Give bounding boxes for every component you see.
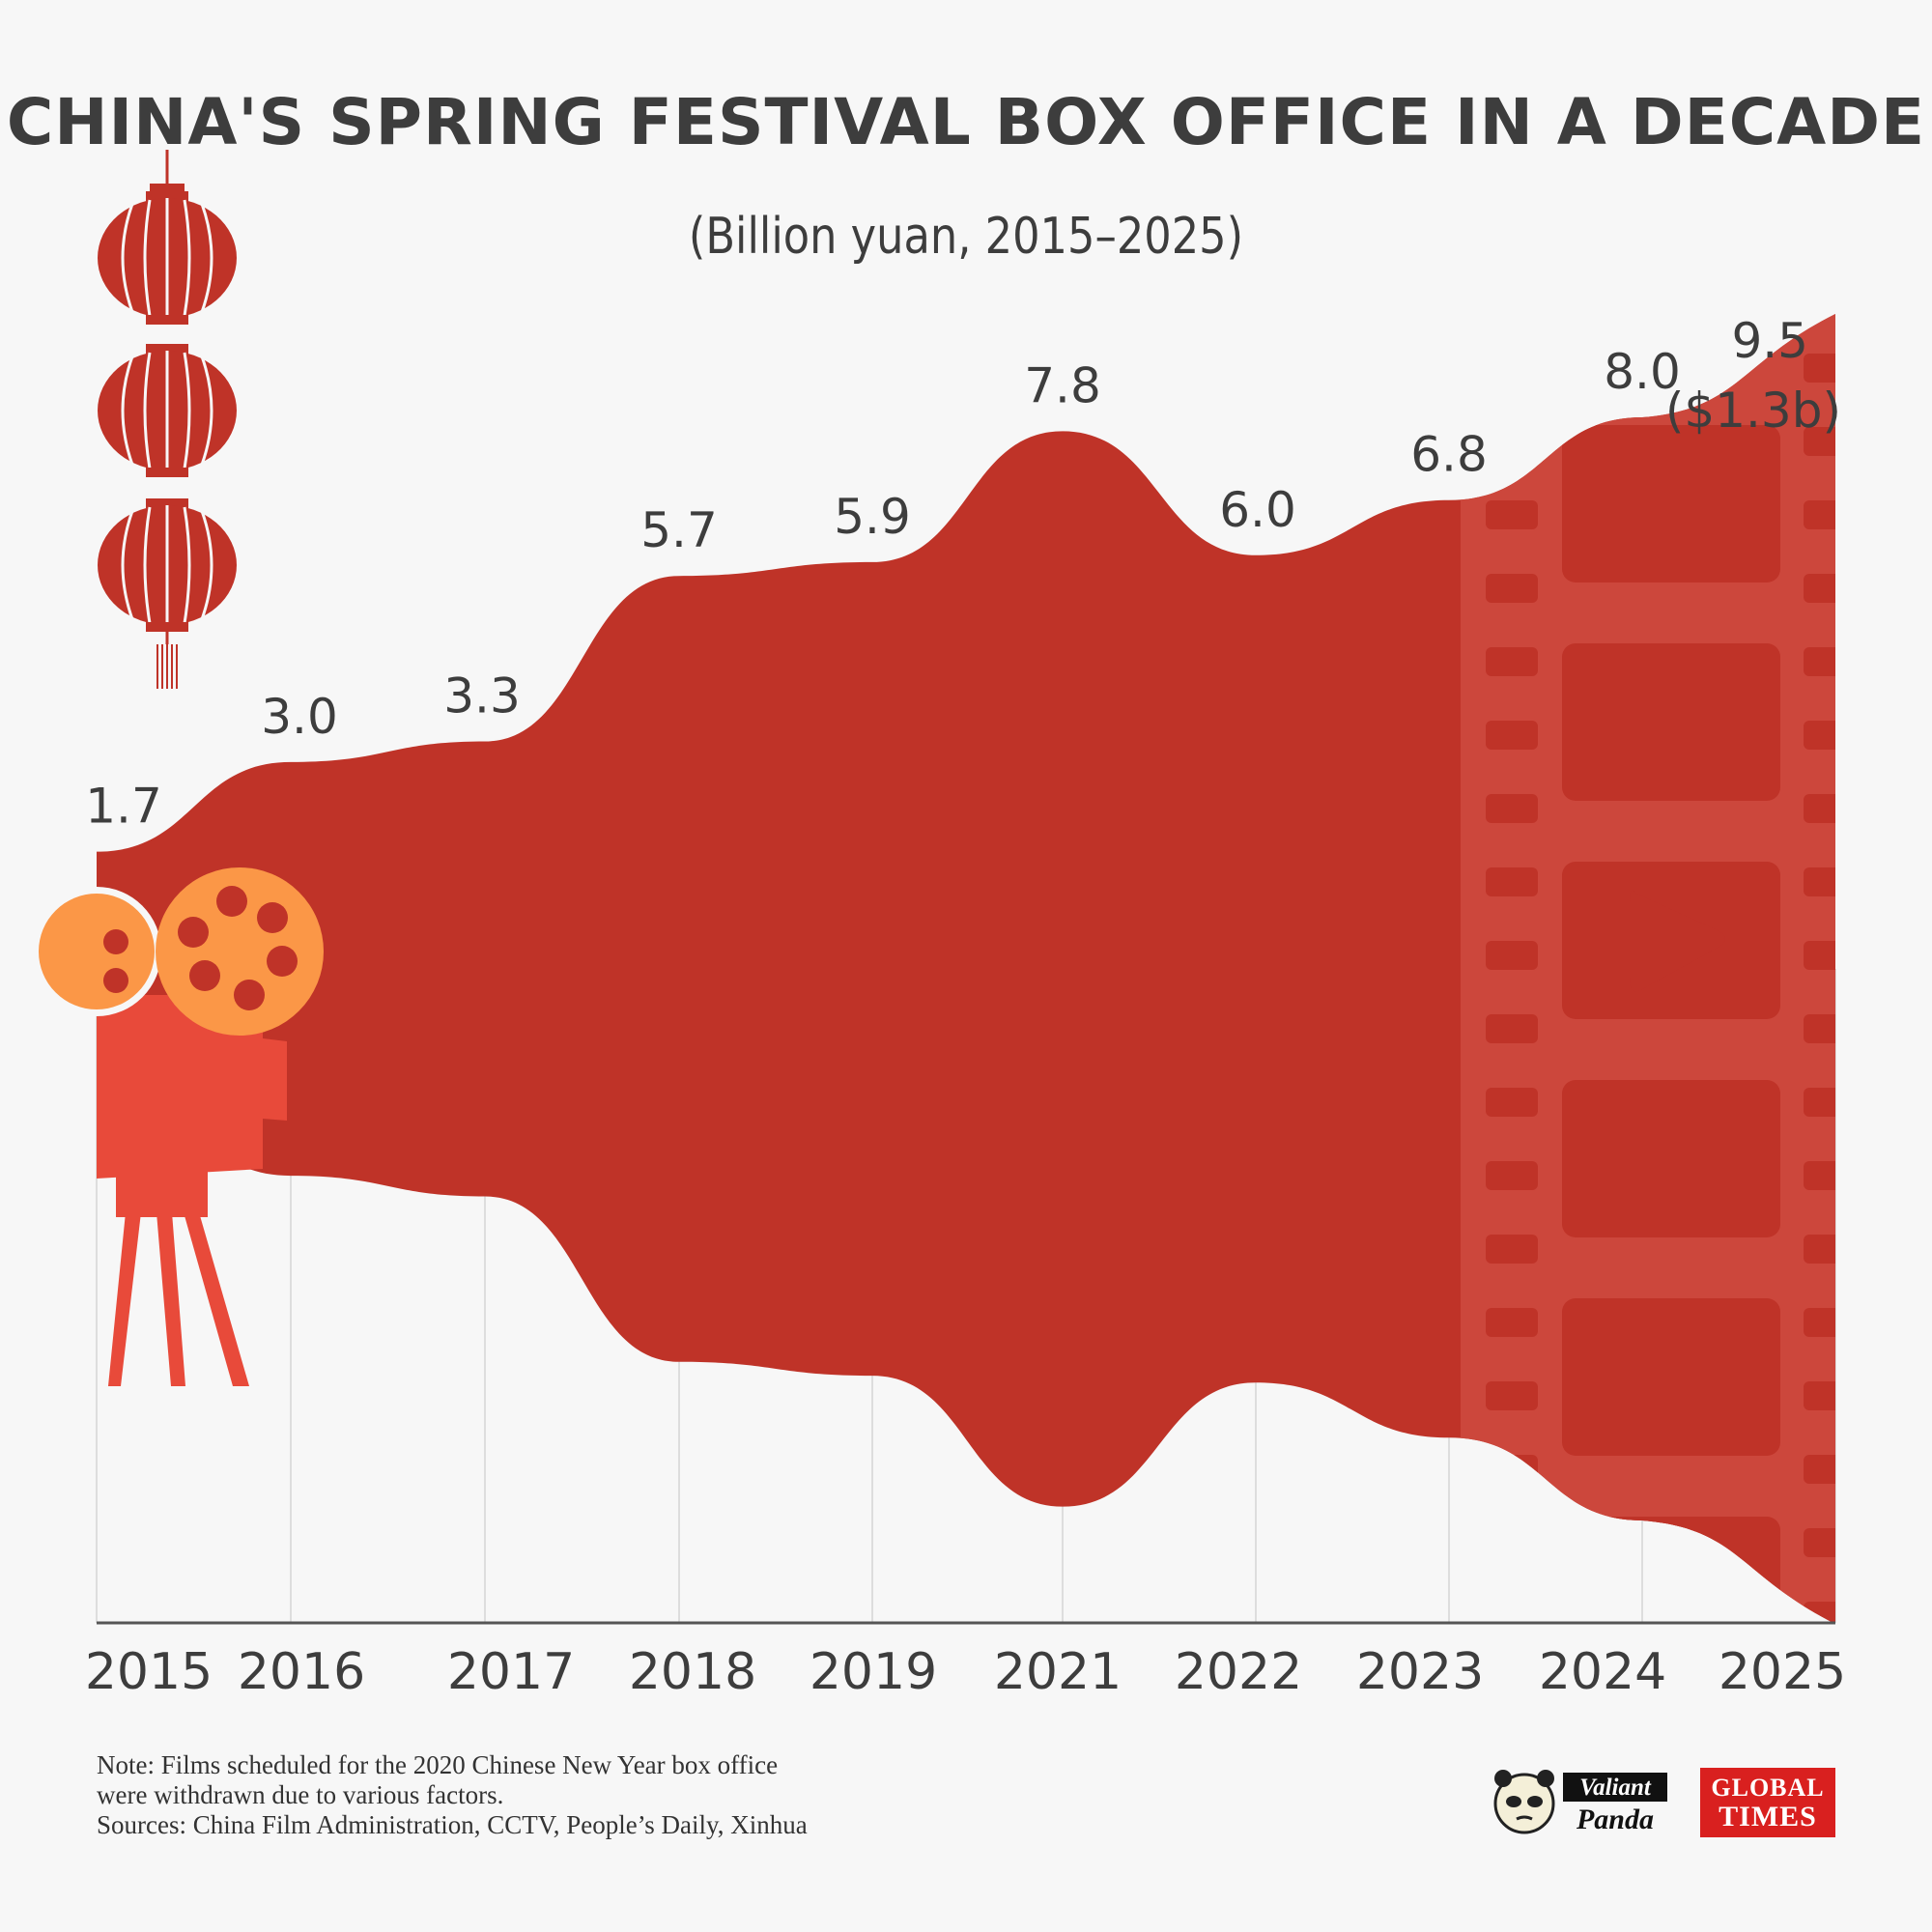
data-label-2025: 9.5 [1731, 313, 1808, 369]
play-icon [1630, 890, 1725, 992]
film-sprocket-hole [1804, 1235, 1835, 1264]
film-sprocket-hole [1486, 427, 1538, 456]
x-tick-label-2017: 2017 [447, 1643, 575, 1701]
chart-title: CHINA'S SPRING FESTIVAL BOX OFFICE IN A … [6, 85, 1926, 159]
global-times-logo: GLOBAL TIMES [1700, 1768, 1835, 1837]
film-sprocket-hole [1804, 427, 1835, 456]
x-tick-label-2018: 2018 [629, 1643, 756, 1701]
red-lantern-icon [98, 150, 237, 689]
film-sprocket-hole [1486, 1455, 1538, 1484]
x-tick-label-2016: 2016 [238, 1643, 365, 1701]
x-tick-label-2023: 2023 [1356, 1643, 1484, 1701]
data-label-2023: 6.8 [1410, 427, 1488, 483]
data-label-2018: 5.7 [640, 502, 718, 558]
x-tick-label-2015: 2015 [85, 1643, 213, 1701]
x-tick-label-2025: 2025 [1719, 1643, 1846, 1701]
logo-text-top: Valiant [1579, 1775, 1652, 1801]
sources-line: Sources: China Film Administration, CCTV… [97, 1810, 808, 1839]
film-sprocket-hole [1804, 1602, 1835, 1624]
film-sprocket-hole [1804, 721, 1835, 750]
film-sprocket-hole [1804, 794, 1835, 823]
film-frame [1562, 425, 1780, 582]
chart-subtitle: (Billion yuan, 2015–2025) [688, 208, 1244, 266]
logo-text-times: TIMES [1719, 1801, 1817, 1833]
film-sprocket-hole [1804, 647, 1835, 676]
data-label-2021: 7.8 [1024, 357, 1101, 413]
film-sprocket-hole [1486, 1235, 1538, 1264]
film-sprocket-hole [1486, 1381, 1538, 1410]
x-tick-label-2019: 2019 [810, 1643, 937, 1701]
film-sprocket-hole [1804, 1381, 1835, 1410]
film-sprocket-hole [1486, 1088, 1538, 1117]
film-sprocket-hole [1804, 1455, 1835, 1484]
film-sprocket-hole [1486, 354, 1538, 383]
film-sprocket-hole [1486, 721, 1538, 750]
data-label-2017: 3.3 [443, 668, 521, 724]
logo-text-global: GLOBAL [1711, 1774, 1825, 1802]
film-frame [1562, 643, 1780, 801]
footnote-line: Note: Films scheduled for the 2020 Chine… [97, 1750, 779, 1779]
film-sprocket-hole [1804, 1161, 1835, 1190]
film-sprocket-hole [1804, 354, 1835, 383]
film-sprocket-hole [1486, 941, 1538, 970]
film-sprocket-hole [1486, 867, 1538, 896]
footnote-line: were withdrawn due to various factors. [97, 1780, 504, 1809]
data-label-2016: 3.0 [261, 689, 338, 745]
film-sprocket-hole [1804, 867, 1835, 896]
film-sprocket-hole [1804, 1088, 1835, 1117]
film-projector-icon [32, 867, 324, 1386]
x-tick-labels: 2015 2016 2017 2018 2019 2021 2022 2023 2024 2025 [85, 1643, 1846, 1701]
film-sprocket-hole [1804, 1308, 1835, 1337]
box-office-area [97, 314, 1835, 1624]
film-sprocket-hole [1804, 1014, 1835, 1043]
lantern-middle-icon [98, 344, 237, 477]
data-label-usd: ($1.3b) [1665, 383, 1841, 439]
film-sprocket-hole [1804, 1528, 1835, 1557]
film-sprocket-hole [1486, 1602, 1538, 1624]
x-tick-label-2021: 2021 [994, 1643, 1122, 1701]
valiant-panda-logo: Valiant Panda [1493, 1770, 1667, 1835]
footnote: Note: Films scheduled for the 2020 Chine… [97, 1750, 1159, 1840]
film-sprocket-hole [1486, 794, 1538, 823]
film-frame [1562, 1080, 1780, 1237]
x-tick-label-2024: 2024 [1539, 1643, 1666, 1701]
data-label-2019: 5.9 [834, 489, 911, 545]
film-sprocket-hole [1486, 280, 1538, 309]
film-sprocket-hole [1486, 1161, 1538, 1190]
data-label-2022: 6.0 [1219, 482, 1296, 538]
lantern-bottom-icon [98, 498, 237, 689]
film-frame [1562, 1298, 1780, 1456]
film-sprocket-hole [1486, 500, 1538, 529]
logo-text-bottom: Panda [1576, 1804, 1654, 1835]
lantern-top-icon [98, 184, 237, 325]
film-sprocket-hole [1486, 1014, 1538, 1043]
film-sprocket-hole [1486, 574, 1538, 603]
film-sprocket-hole [1804, 941, 1835, 970]
data-label-2024: 8.0 [1604, 344, 1681, 400]
film-sprocket-hole [1486, 1528, 1538, 1557]
film-sprocket-hole [1486, 647, 1538, 676]
data-labels: 1.7 3.0 3.3 5.7 5.9 7.8 6.0 6.8 8.0 9.5 ($1.3b) [85, 313, 1841, 835]
data-label-2015: 1.7 [85, 779, 162, 835]
x-tick-label-2022: 2022 [1175, 1643, 1302, 1701]
film-sprocket-hole [1804, 574, 1835, 603]
film-sprocket-hole [1804, 280, 1856, 309]
film-sprocket-hole [1804, 500, 1835, 529]
film-sprocket-hole [1486, 1308, 1538, 1337]
